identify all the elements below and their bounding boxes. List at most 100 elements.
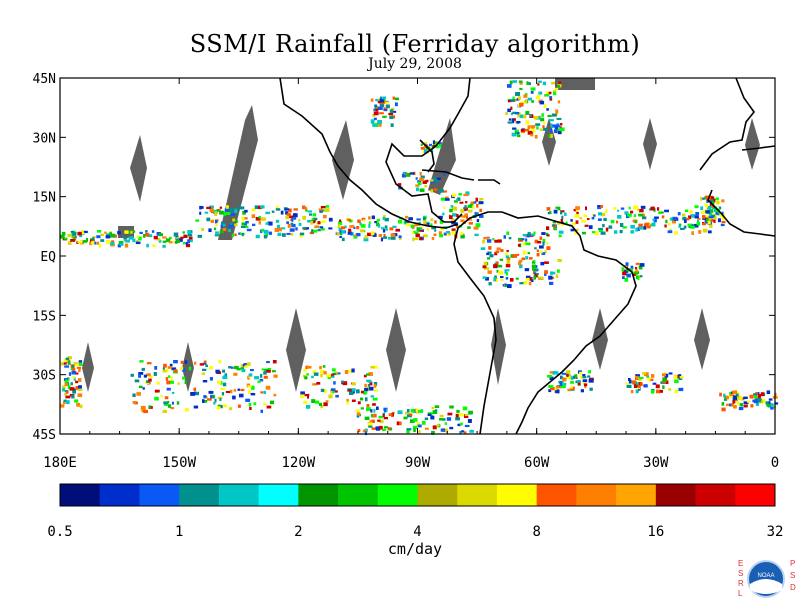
rain-speck [770,406,774,410]
rain-speck [507,84,512,88]
rain-speck [580,389,584,393]
rain-speck [367,422,373,426]
rain-speck [78,378,82,382]
rain-speck [383,236,387,239]
rain-speck [421,421,426,425]
rain-speck [288,208,292,213]
rain-speck [351,399,356,403]
rain-speck [169,236,172,240]
rain-speck [205,364,209,368]
rain-speck [185,242,189,245]
rain-speck [65,357,70,361]
rain-speck [541,232,546,236]
rain-speck [72,232,77,236]
rain-speck [383,417,389,420]
rain-speck [375,108,379,112]
rain-speck [352,390,355,394]
rain-speck [406,428,412,431]
rain-speck [531,264,537,269]
rain-speck [534,134,538,139]
rain-speck [581,219,587,223]
rain-speck [156,232,161,236]
rain-speck [372,365,378,369]
rain-speck [271,210,275,213]
rain-speck [451,230,456,235]
rain-speck [138,374,142,378]
rain-speck [317,229,321,232]
rain-speck [531,260,536,264]
rain-speck [202,368,207,372]
rain-speck [173,232,179,237]
rain-speck [544,250,547,254]
rain-speck [197,234,203,238]
rain-speck [571,222,576,226]
rain-speck [175,236,180,240]
rain-speck [548,385,554,389]
rain-speck [215,231,219,236]
rain-speck [571,376,574,380]
rain-speck [152,244,156,248]
rain-speck [372,233,377,237]
rain-speck [123,236,128,240]
rain-speck [405,220,410,224]
rain-speck [760,392,765,397]
rain-speck [498,270,504,275]
coast-south-america [457,211,637,435]
rain-layer [60,80,779,436]
rain-speck [113,234,117,238]
rain-speck [307,394,310,399]
rain-speck [424,185,428,188]
rain-speck [665,380,669,384]
rain-speck [229,208,234,212]
rain-speck [651,374,655,378]
rain-speck [729,391,732,395]
rain-speck [633,205,639,210]
rain-speck [412,237,415,242]
rain-speck [548,275,553,280]
rain-speck [143,374,147,378]
rain-speck [405,215,409,219]
rain-speck [321,220,326,224]
rain-speck [382,215,386,218]
rain-speck [573,208,577,212]
rain-speck [202,400,208,403]
rain-speck [511,98,516,102]
rain-speck [555,128,560,131]
rain-speck [128,236,134,240]
rain-speck [324,208,330,213]
rain-speck [697,219,700,223]
rain-speck [557,259,562,262]
rain-speck [637,276,640,281]
rain-speck [525,110,530,114]
rain-speck [530,133,534,137]
rain-speck [104,231,107,234]
rain-speck [514,129,519,132]
rain-speck [734,400,737,403]
rain-speck [527,232,531,236]
rain-speck [774,402,779,405]
colorbar-label: 1 [175,524,183,540]
rain-speck [302,374,308,378]
rain-speck [67,241,72,245]
logo-side-letter: E [738,559,743,568]
rain-speck [148,378,152,382]
rain-speck [709,209,714,213]
rain-speck [515,112,520,115]
rain-speck [584,386,587,389]
rain-speck [419,177,424,182]
rain-speck [630,390,634,394]
rain-speck [237,388,241,391]
rain-speck [589,387,593,391]
rain-speck [385,104,390,109]
rain-speck [246,362,251,366]
rain-speck [208,228,212,233]
rain-speck [280,210,284,215]
rain-speck [577,380,581,384]
rain-speck [528,281,532,286]
rain-speck [458,193,463,196]
rain-speck [561,215,564,220]
rain-speck [479,198,484,201]
rain-speck [92,241,97,245]
rain-speck [705,217,710,220]
rain-speck [376,406,379,410]
